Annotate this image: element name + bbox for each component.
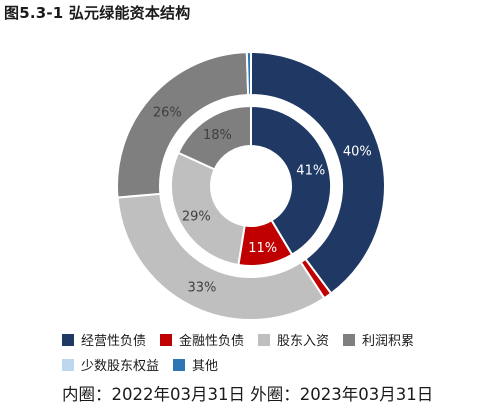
outer-slice-shareholder-capital xyxy=(116,192,326,321)
outer-label-retained-earnings: 26% xyxy=(153,106,182,121)
legend-label: 少数股东权益 xyxy=(81,359,160,374)
inner-slice-retained-earnings xyxy=(176,104,252,171)
legend-item-retained-earnings: 利润积累 xyxy=(343,330,414,349)
legend-swatch xyxy=(258,333,271,346)
legend-swatch xyxy=(160,333,173,346)
outer-label-shareholder-capital: 33% xyxy=(188,281,217,296)
legend-label: 股东入资 xyxy=(277,334,330,349)
legend-label: 经营性负债 xyxy=(81,334,147,349)
legend-swatch xyxy=(62,358,74,371)
ring-labels: 40% 33% 26% 41% 11% 29% 18% xyxy=(153,106,372,296)
legend-item-shareholder-capital: 股东入资 xyxy=(258,330,329,349)
legend-swatch xyxy=(343,333,356,346)
outer-label-operating-liabilities: 40% xyxy=(343,145,372,160)
inner-label-shareholder-capital: 29% xyxy=(182,209,211,224)
legend-label: 其他 xyxy=(192,359,219,374)
legend-swatch xyxy=(62,333,74,346)
inner-ring xyxy=(170,104,332,267)
legend-item-minority-interest: 少数股东权益 xyxy=(62,355,159,374)
chart-caption: 内圈：2022年03月31日 外圈：2023年03月31日 xyxy=(62,385,434,404)
legend-item-operating-liabilities: 经营性负债 xyxy=(62,330,146,349)
outer-slice-operating-liabilities xyxy=(250,50,386,295)
outer-slice-other xyxy=(245,50,252,97)
chart-title: 图5.3-1 弘元绿能资本结构 xyxy=(4,4,191,22)
legend-row-2: 少数股东权益 其他 xyxy=(62,355,232,374)
inner-label-financial-liabilities: 11% xyxy=(248,241,277,256)
outer-ring xyxy=(116,50,386,321)
legend-label: 金融性负债 xyxy=(179,334,245,349)
legend-swatch xyxy=(173,358,186,371)
inner-slice-operating-liabilities xyxy=(250,104,332,257)
legend-row-1: 经营性负债 金融性负债 股东入资 利润积累 xyxy=(62,330,428,349)
inner-label-operating-liabilities: 41% xyxy=(296,163,325,178)
legend-label: 利润积累 xyxy=(362,334,415,349)
legend-item-other: 其他 xyxy=(173,355,218,374)
inner-label-retained-earnings: 18% xyxy=(203,128,232,143)
legend-item-financial-liabilities: 金融性负债 xyxy=(160,330,244,349)
inner-slice-shareholder-capital xyxy=(170,151,246,267)
